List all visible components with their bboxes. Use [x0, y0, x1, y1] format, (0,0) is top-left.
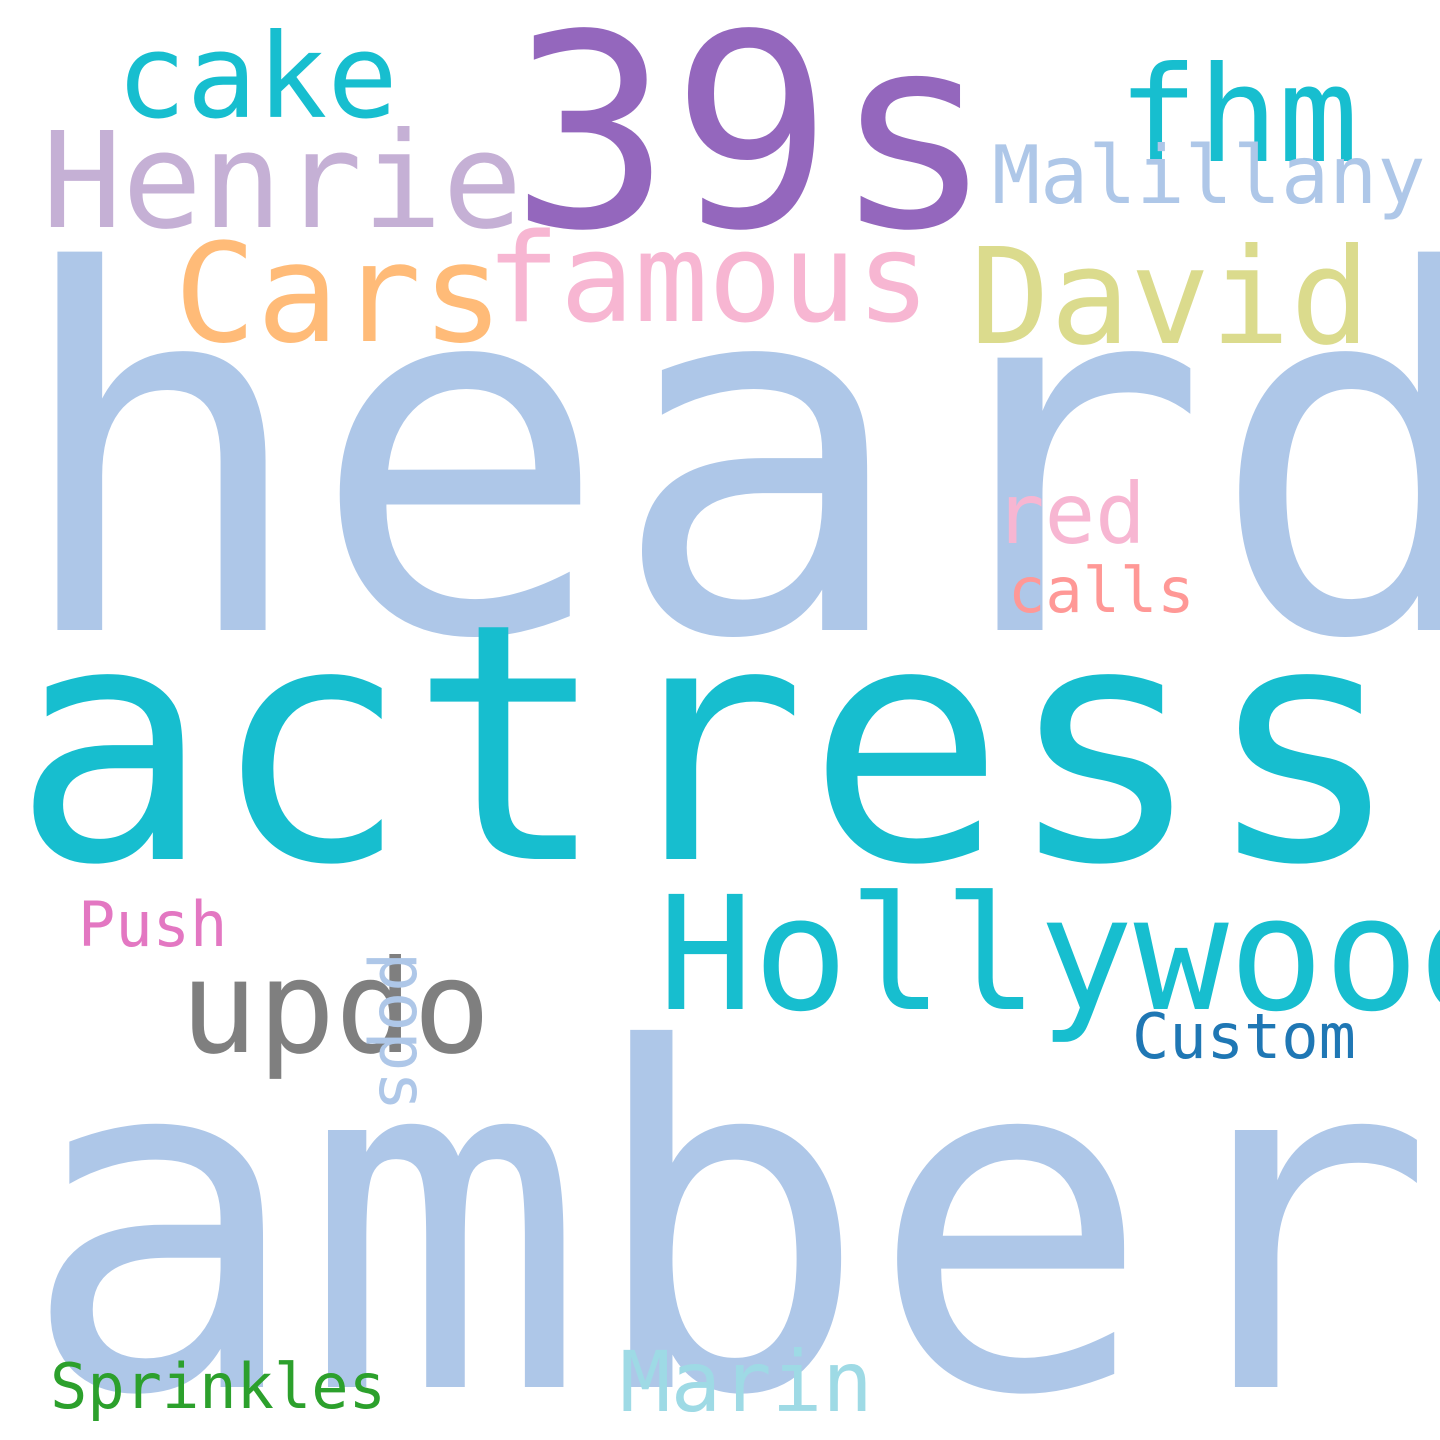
word-david: David	[970, 221, 1371, 375]
word-custom: Custom	[1132, 1000, 1356, 1073]
word-hollywood: Hollywood	[658, 863, 1440, 1047]
word-heard: heard	[10, 169, 1440, 748]
word-pops: pops	[364, 952, 441, 1111]
word-push: Push	[78, 888, 228, 961]
word-sprinkles: Sprinkles	[50, 1350, 386, 1423]
word-henrie: Henrie	[42, 105, 523, 259]
word-calls: calls	[1008, 554, 1195, 627]
word-39s: 39s	[510, 0, 995, 290]
word-fhm: fhm	[1118, 39, 1359, 193]
word-cake: cake	[116, 8, 398, 145]
word-updo: updo	[180, 933, 491, 1083]
word-red: red	[994, 465, 1146, 563]
word-actress: actress	[12, 553, 1403, 937]
word-famous: famous	[486, 208, 931, 351]
word-marin: Marin	[620, 1333, 873, 1431]
word-amber: amber	[20, 951, 1435, 1440]
word-cars: Cars	[174, 215, 504, 374]
word-malillany: Malillany	[992, 129, 1426, 222]
